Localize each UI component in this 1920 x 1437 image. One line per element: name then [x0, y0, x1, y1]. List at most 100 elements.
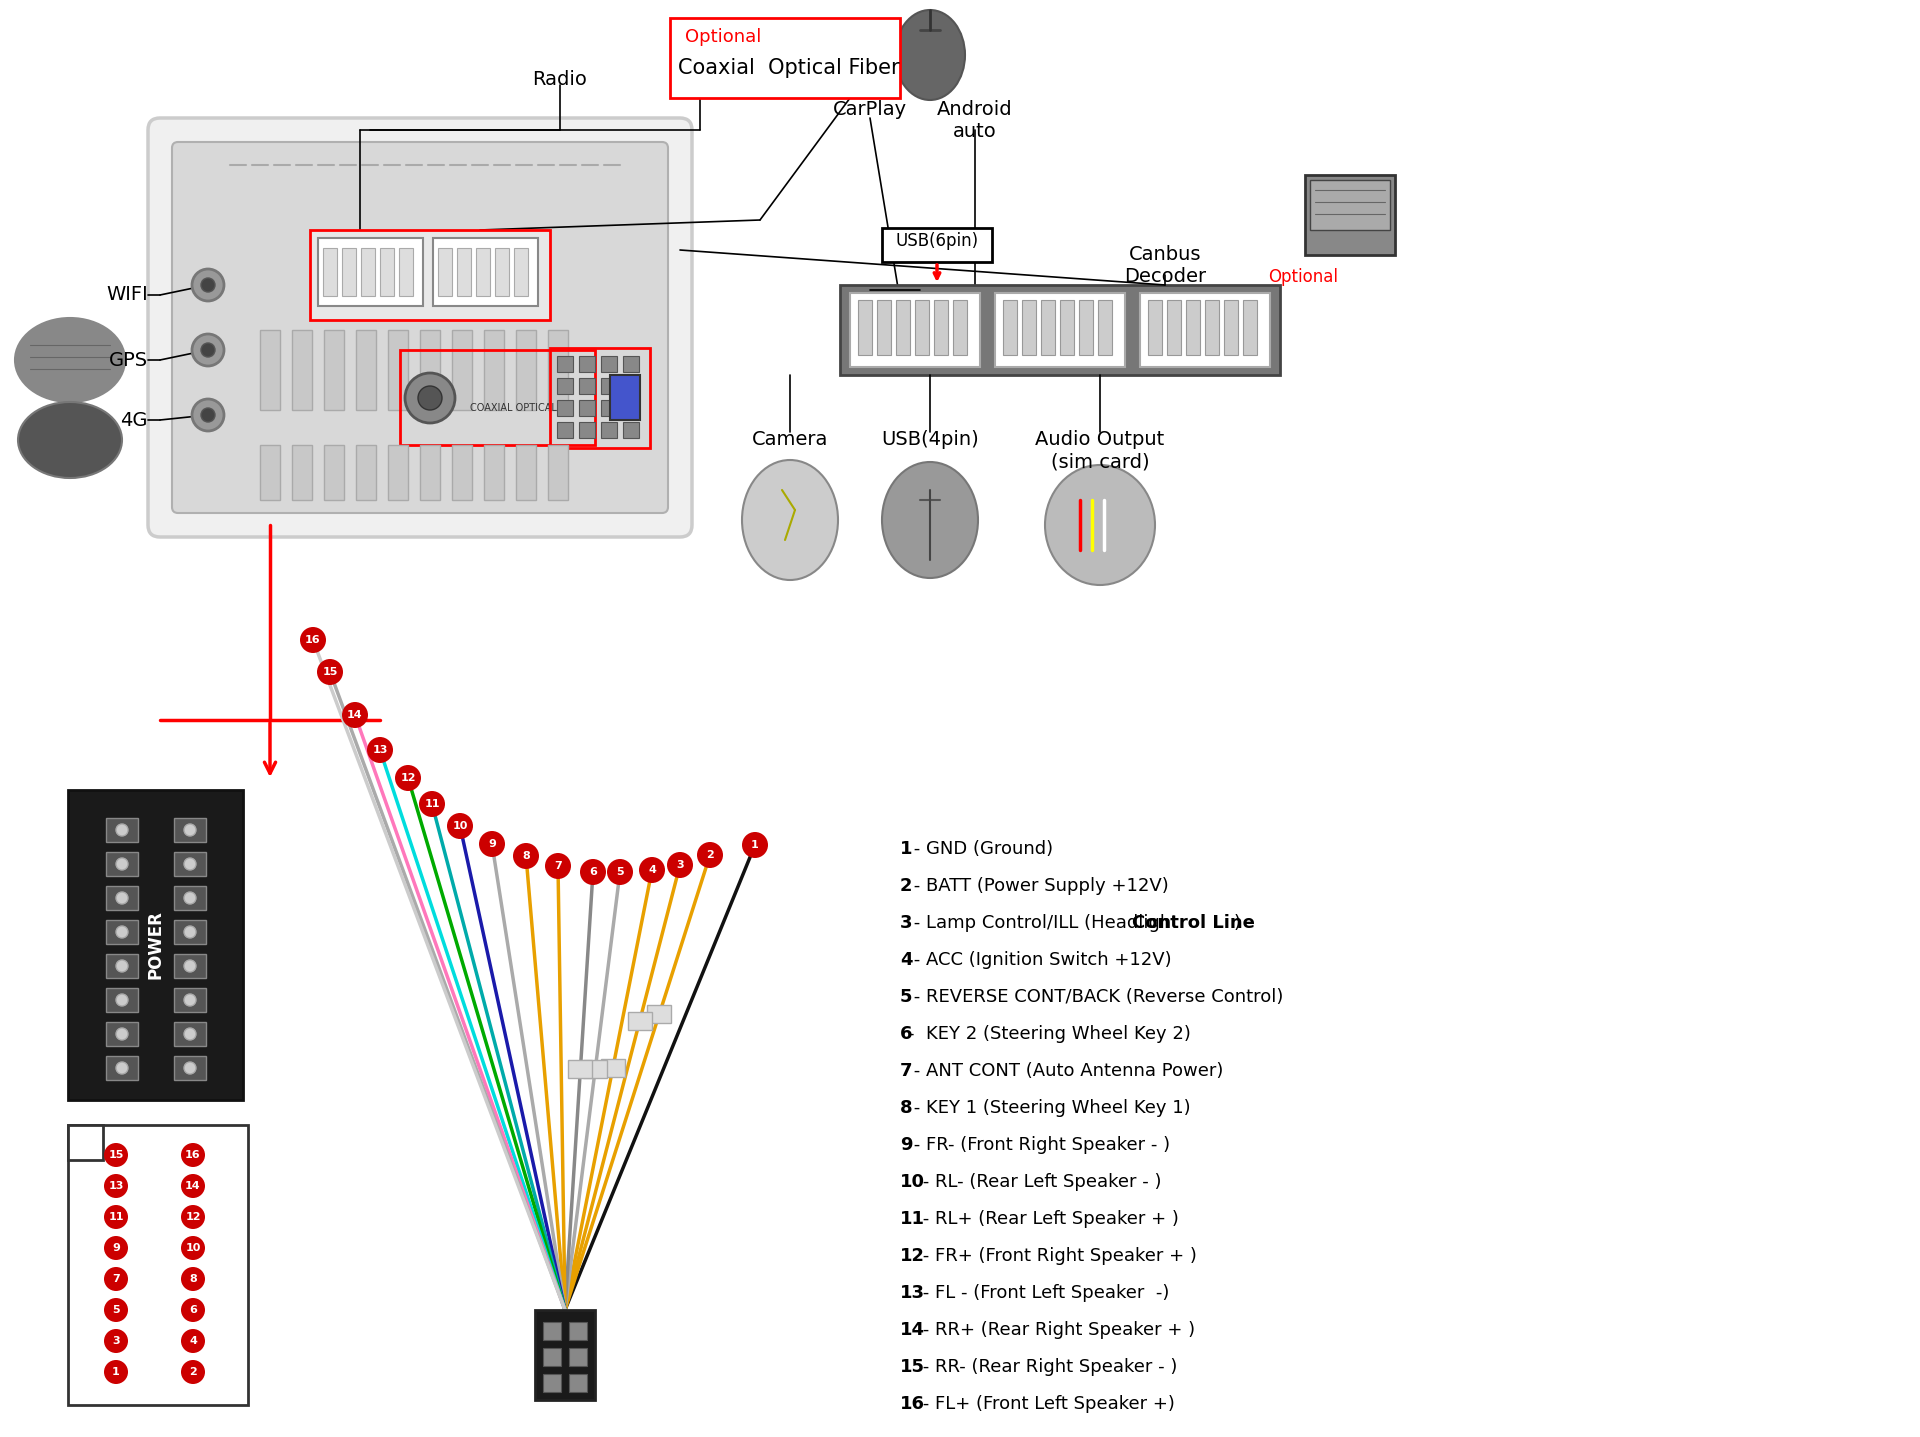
Circle shape [180, 1206, 205, 1229]
Circle shape [180, 1329, 205, 1354]
Circle shape [192, 399, 225, 431]
Bar [601, 399, 616, 415]
Circle shape [115, 892, 129, 904]
Bar [628, 1012, 651, 1030]
Circle shape [104, 1206, 129, 1229]
Text: - BATT (Power Supply +12V): - BATT (Power Supply +12V) [908, 877, 1169, 895]
Text: 4: 4 [188, 1336, 198, 1346]
Text: - FL+ (Front Left Speaker +): - FL+ (Front Left Speaker +) [918, 1395, 1175, 1413]
Text: 7: 7 [111, 1275, 119, 1285]
Text: 2: 2 [190, 1367, 198, 1377]
Bar [292, 331, 311, 410]
Text: 11: 11 [900, 1210, 925, 1229]
Bar [106, 887, 138, 910]
Circle shape [513, 844, 540, 869]
Text: Radio: Radio [532, 70, 588, 89]
Text: 2: 2 [707, 851, 714, 859]
Bar [1140, 293, 1269, 366]
Bar [175, 1056, 205, 1081]
Circle shape [104, 1174, 129, 1198]
Bar [175, 954, 205, 979]
Text: 10: 10 [453, 821, 468, 831]
Bar [1002, 300, 1018, 355]
Ellipse shape [1044, 466, 1156, 585]
Text: - REVERSE CONT/BACK (Reverse Control): - REVERSE CONT/BACK (Reverse Control) [908, 989, 1284, 1006]
Text: - RL+ (Rear Left Speaker + ): - RL+ (Rear Left Speaker + ) [918, 1210, 1179, 1229]
Bar [106, 1056, 138, 1081]
Circle shape [104, 1236, 129, 1260]
Circle shape [115, 1027, 129, 1040]
Bar [420, 445, 440, 500]
Circle shape [104, 1298, 129, 1322]
Circle shape [607, 859, 634, 885]
Text: 14: 14 [348, 710, 363, 720]
Bar [323, 249, 338, 296]
Text: 7: 7 [555, 861, 563, 871]
Circle shape [180, 1236, 205, 1260]
Bar [536, 1311, 595, 1400]
Circle shape [202, 343, 215, 356]
Text: 4G: 4G [121, 411, 148, 430]
Text: 15: 15 [900, 1358, 925, 1377]
Circle shape [104, 1142, 129, 1167]
Text: 5: 5 [111, 1305, 119, 1315]
Circle shape [104, 1329, 129, 1354]
Circle shape [342, 703, 369, 729]
Bar [933, 300, 948, 355]
Text: 16: 16 [305, 635, 321, 645]
Circle shape [180, 1142, 205, 1167]
Text: POWER: POWER [146, 911, 163, 980]
Text: - GND (Ground): - GND (Ground) [908, 841, 1054, 858]
Circle shape [192, 269, 225, 300]
Text: - ANT CONT (Auto Antenna Power): - ANT CONT (Auto Antenna Power) [908, 1062, 1223, 1081]
Text: 15: 15 [108, 1150, 123, 1160]
Text: - FL - (Front Left Speaker  -): - FL - (Front Left Speaker -) [918, 1285, 1169, 1302]
Bar [67, 1125, 104, 1160]
Text: - KEY 1 (Steering Wheel Key 1): - KEY 1 (Steering Wheel Key 1) [908, 1099, 1190, 1117]
Bar [106, 954, 138, 979]
Bar [259, 331, 280, 410]
Bar [324, 331, 344, 410]
Ellipse shape [881, 463, 977, 578]
Text: 6: 6 [589, 867, 597, 877]
Bar [451, 331, 472, 410]
Bar [106, 818, 138, 842]
Bar [851, 293, 979, 366]
Bar [175, 1022, 205, 1046]
Text: 3: 3 [111, 1336, 119, 1346]
Text: 6: 6 [900, 1025, 912, 1043]
Bar [495, 249, 509, 296]
Ellipse shape [17, 402, 123, 479]
Bar [557, 422, 572, 438]
Bar [388, 445, 407, 500]
Bar [175, 989, 205, 1012]
Text: Audio Output
(sim card): Audio Output (sim card) [1035, 430, 1165, 471]
Bar [557, 356, 572, 372]
Circle shape [115, 994, 129, 1006]
Bar [457, 249, 470, 296]
Bar [622, 399, 639, 415]
Text: 16: 16 [184, 1150, 202, 1160]
Circle shape [447, 813, 472, 839]
Bar [420, 331, 440, 410]
Bar [1206, 300, 1219, 355]
Circle shape [741, 832, 768, 858]
Bar [399, 351, 595, 445]
Text: ): ) [1235, 914, 1240, 933]
Bar [515, 249, 528, 296]
Bar [292, 445, 311, 500]
Bar [1242, 300, 1258, 355]
Bar [361, 249, 374, 296]
Circle shape [184, 994, 196, 1006]
Text: - FR+ (Front Right Speaker + ): - FR+ (Front Right Speaker + ) [918, 1247, 1196, 1265]
Bar [106, 920, 138, 944]
Ellipse shape [15, 318, 125, 402]
Text: 7: 7 [900, 1062, 912, 1081]
Circle shape [115, 1062, 129, 1073]
Circle shape [545, 854, 570, 879]
Text: - FR- (Front Right Speaker - ): - FR- (Front Right Speaker - ) [908, 1137, 1171, 1154]
Bar [324, 445, 344, 500]
Text: 10: 10 [900, 1173, 925, 1191]
Bar [601, 378, 616, 394]
Bar [1225, 300, 1238, 355]
